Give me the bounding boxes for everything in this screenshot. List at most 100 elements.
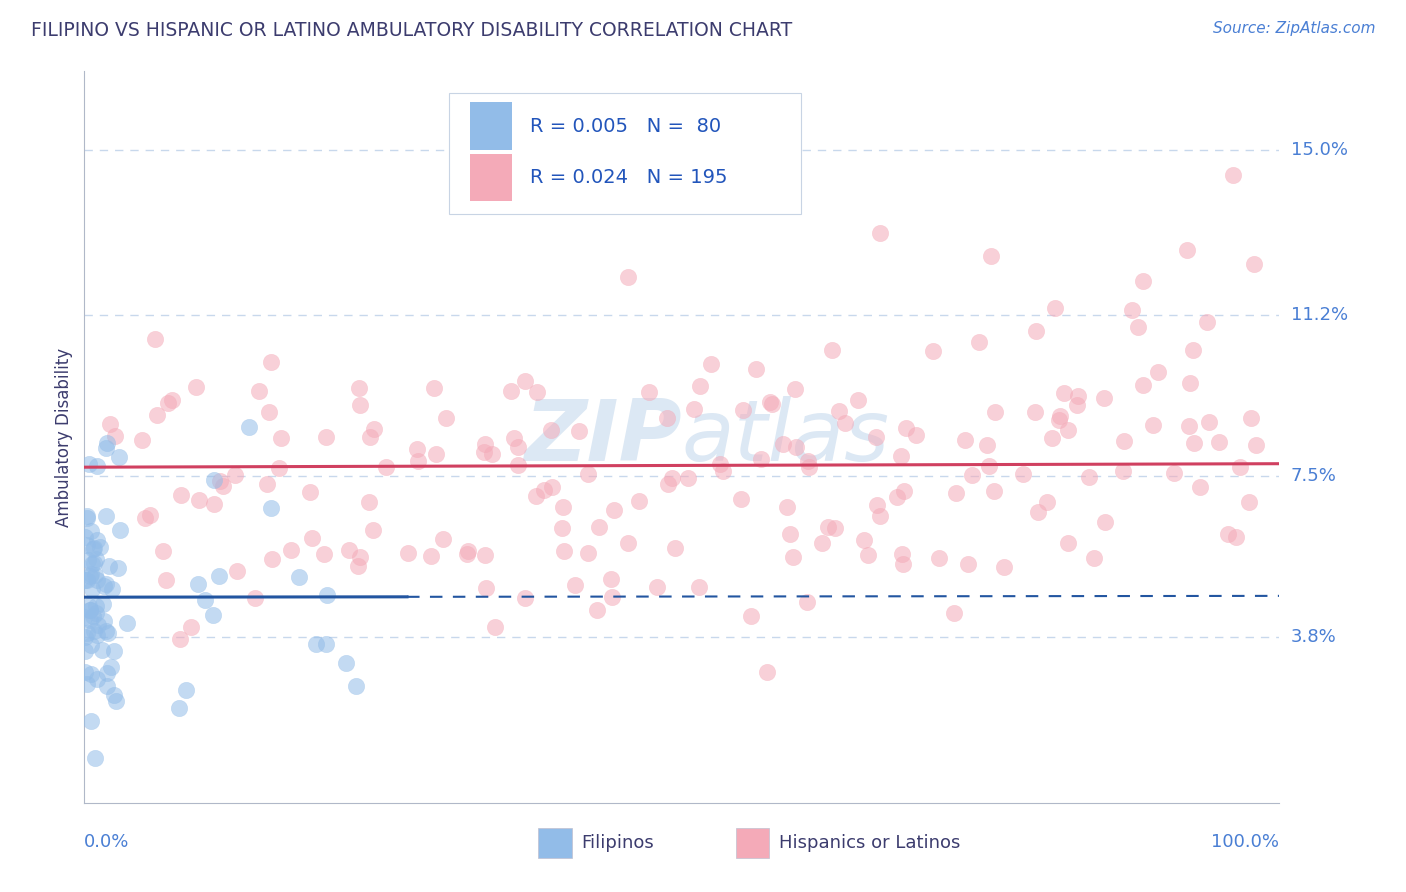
Point [1126,319,1149,334]
Point [84,567,107,582]
Point [1243,257,1265,271]
Point [600,572,623,586]
Point [186,380,208,394]
Point [359,430,381,444]
Point [499,384,522,399]
Point [139,508,162,523]
Point [943,606,966,620]
Point [508,458,530,473]
Point [984,405,1007,419]
Point [225,564,247,578]
Point [1229,459,1251,474]
Point [513,374,536,388]
Point [1092,392,1115,406]
Point [79,457,101,471]
Point [97,558,120,573]
Point [811,536,834,550]
Point [967,334,990,349]
Point [79,603,101,617]
Point [782,549,804,564]
Point [432,533,454,547]
Point [456,547,478,561]
Point [86,458,108,473]
Point [576,467,599,481]
Point [799,459,821,474]
Point [344,679,367,693]
Point [201,608,224,623]
Point [1175,244,1198,258]
Point [475,581,498,595]
Point [425,447,447,461]
Point [287,570,309,584]
Point [474,437,496,451]
Point [208,475,231,489]
Point [1182,343,1205,358]
Point [1163,467,1185,481]
Point [187,577,209,591]
Point [96,436,118,450]
FancyBboxPatch shape [449,94,801,214]
Point [93,597,115,611]
Point [79,666,101,681]
Point [93,614,115,628]
Point [797,454,820,468]
Point [699,357,721,371]
Point [709,457,731,471]
Point [134,511,156,525]
Point [627,494,650,508]
Point [977,458,1000,473]
Point [131,433,153,447]
Point [1208,434,1230,449]
Point [541,480,564,494]
Point [1237,495,1260,509]
Point [108,450,131,465]
Point [1053,385,1076,400]
Point [347,558,370,573]
Point [749,451,772,466]
Point [79,569,101,583]
Point [657,476,679,491]
Point [834,416,856,430]
Point [84,551,107,566]
Point [97,626,120,640]
Point [84,599,107,613]
Point [312,548,335,562]
Point [347,381,370,395]
Point [419,549,441,563]
Point [143,332,166,346]
Point [260,355,283,369]
Point [1043,301,1066,315]
Point [1225,531,1247,545]
Point [269,461,291,475]
Point [588,520,610,534]
Point [962,467,984,482]
Point [526,384,548,399]
Point [1049,409,1071,423]
Point [576,546,599,560]
Point [457,544,479,558]
Point [86,628,108,642]
Point [80,714,103,728]
Point [315,637,337,651]
Point [160,392,183,407]
Point [617,536,640,550]
Text: 100.0%: 100.0% [1212,833,1279,851]
Point [894,421,917,435]
Point [956,558,979,572]
Point [75,630,97,644]
Point [202,497,225,511]
Text: FILIPINO VS HISPANIC OR LATINO AMBULATORY DISABILITY CORRELATION CHART: FILIPINO VS HISPANIC OR LATINO AMBULATOR… [31,21,792,40]
Point [1198,415,1220,429]
Point [82,582,104,597]
Point [76,510,98,524]
Point [891,557,914,571]
Point [600,590,623,604]
Point [1197,315,1219,329]
Point [243,591,266,605]
Point [260,501,283,516]
Point [298,484,321,499]
Point [1056,423,1078,437]
Point [1180,376,1202,391]
Point [104,429,127,443]
Point [76,509,98,524]
